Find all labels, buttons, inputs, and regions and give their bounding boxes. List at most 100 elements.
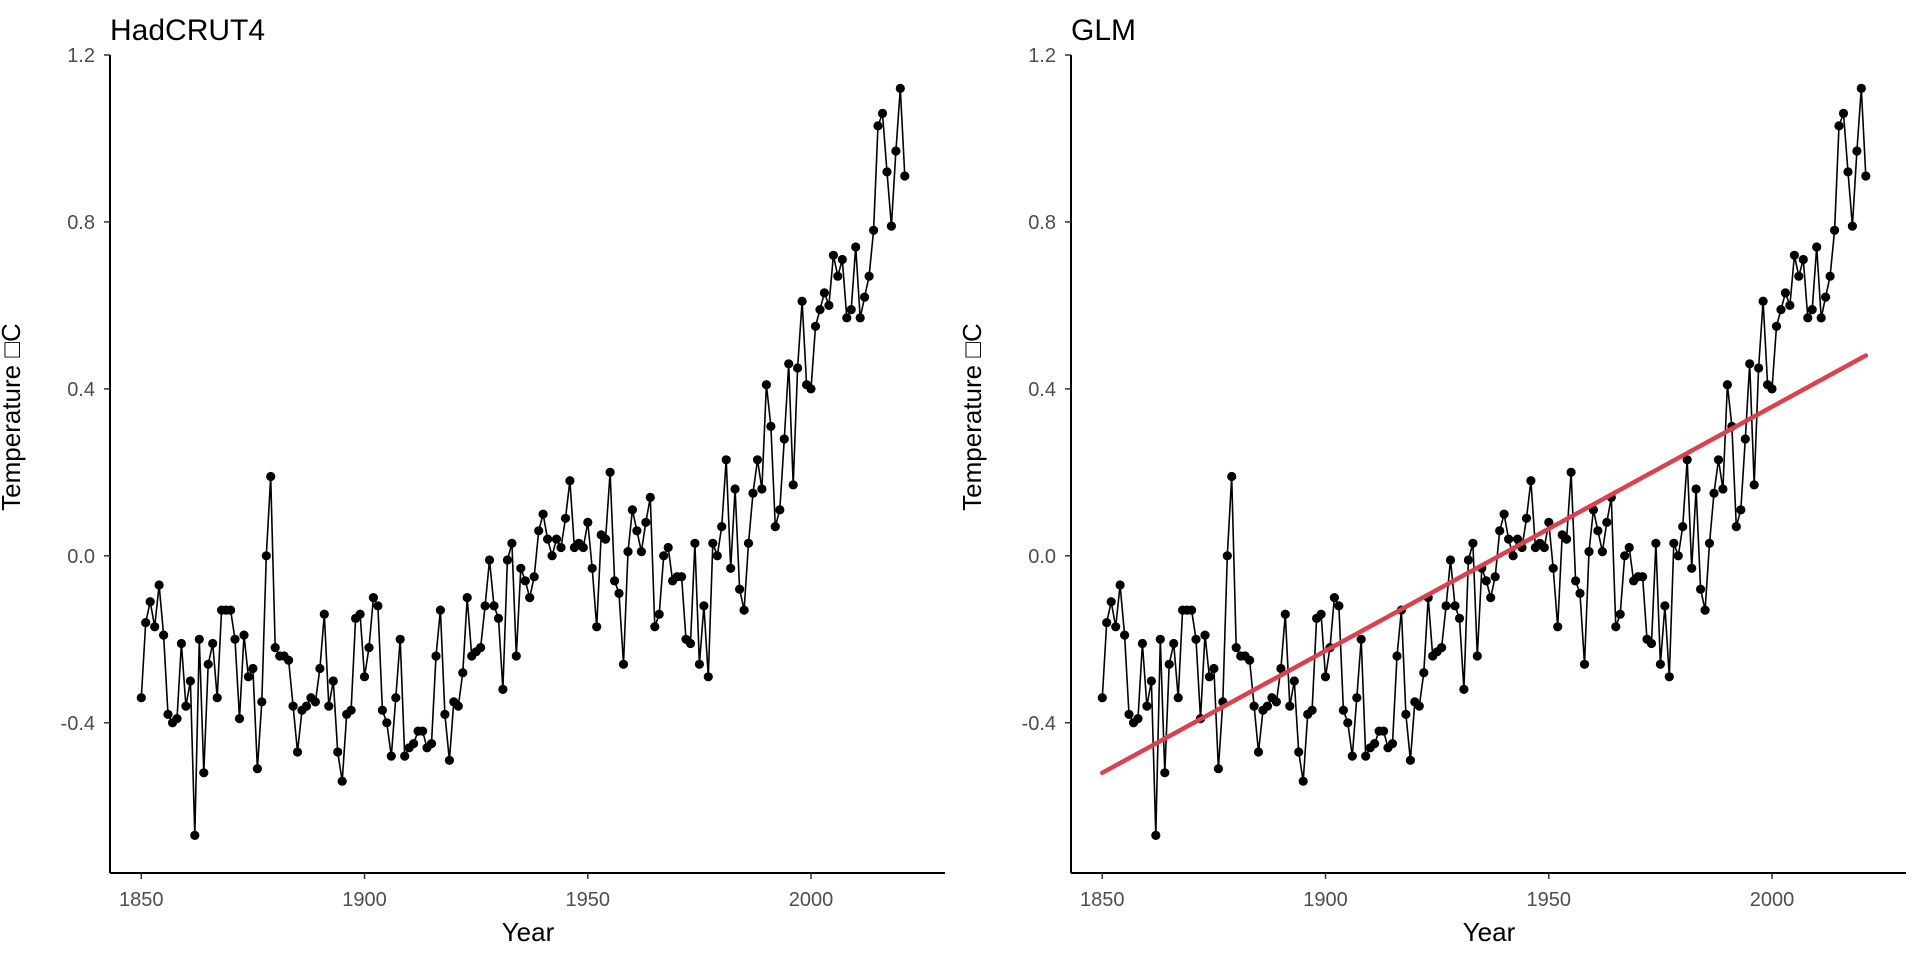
series-line: [1101, 88, 1867, 836]
data-point: [373, 601, 383, 611]
data-point: [1437, 643, 1447, 653]
data-point: [1106, 597, 1116, 607]
data-point: [1352, 693, 1362, 703]
data-point: [1276, 663, 1286, 674]
y-tick-label: 1.2: [1028, 45, 1056, 67]
data-point: [377, 705, 387, 715]
data-point: [1660, 601, 1670, 611]
data-point: [1222, 551, 1232, 561]
data-point: [1615, 609, 1625, 619]
data-point: [489, 601, 499, 611]
data-point: [1213, 764, 1223, 774]
data-point: [511, 651, 521, 661]
data-point: [1678, 522, 1688, 532]
data-point: [587, 563, 597, 573]
data-point: [1620, 551, 1630, 561]
plot-area: [104, 54, 945, 879]
data-point: [520, 576, 530, 586]
data-point: [1490, 572, 1500, 582]
data-point: [1646, 638, 1657, 649]
data-point: [1450, 601, 1460, 611]
data-point: [788, 480, 798, 490]
data-point: [819, 288, 830, 298]
x-tick-labels: 1850 1900 1950 2000: [1080, 889, 1794, 911]
y-tick-label: 0.4: [67, 379, 95, 401]
data-point: [163, 709, 173, 720]
data-point: [810, 321, 821, 331]
data-point: [1414, 701, 1424, 711]
data-point: [1316, 609, 1326, 619]
data-point: [525, 593, 535, 603]
data-point: [252, 764, 262, 774]
data-point: [1696, 584, 1706, 594]
data-point: [846, 305, 856, 315]
y-tick-label: 0.8: [67, 212, 95, 234]
data-point: [458, 668, 468, 678]
data-point: [426, 739, 437, 749]
data-point: [551, 534, 562, 544]
data-point: [315, 663, 325, 674]
y-axis-label: Temperature □C: [957, 323, 987, 511]
data-point: [1253, 747, 1264, 757]
data-point: [1508, 551, 1518, 561]
data-point: [203, 659, 213, 669]
data-point: [663, 542, 673, 553]
data-point: [440, 709, 450, 720]
data-point: [614, 588, 624, 599]
panel-hadcrut4: HadCRUT4 Temperature □C Year -0.4 0.0 0.…: [0, 14, 945, 947]
data-point: [444, 755, 454, 765]
data-point: [623, 547, 633, 557]
data-point: [632, 526, 642, 536]
data-point: [480, 601, 490, 611]
data-point: [627, 505, 638, 515]
data-point: [1285, 701, 1295, 711]
data-point: [1401, 709, 1411, 720]
data-point: [1758, 296, 1768, 306]
data-point: [199, 768, 209, 778]
x-tick-label: 1900: [342, 889, 387, 911]
data-point: [292, 747, 303, 757]
data-point: [1472, 651, 1482, 661]
data-point: [775, 505, 785, 515]
data-point: [1704, 538, 1715, 548]
data-point: [301, 701, 312, 711]
data-point: [208, 638, 218, 649]
data-point: [319, 609, 329, 619]
data-point: [900, 171, 910, 181]
data-point: [543, 534, 553, 544]
data-point: [1597, 547, 1607, 557]
data-point: [159, 630, 169, 640]
data-point: [1289, 676, 1299, 686]
y-tick-labels: -0.4 0.0 0.4 0.8 1.2: [61, 45, 95, 735]
data-point: [431, 651, 441, 661]
data-point: [1602, 517, 1612, 528]
data-point: [1441, 601, 1451, 611]
y-tick-label: 0.0: [67, 546, 95, 568]
data-point: [1651, 538, 1661, 548]
data-point: [869, 225, 879, 235]
data-point: [685, 638, 696, 649]
data-point: [784, 359, 794, 369]
data-point: [743, 538, 754, 548]
data-point: [824, 300, 834, 310]
data-point: [1798, 254, 1808, 265]
data-point: [453, 701, 463, 711]
data-point: [1713, 455, 1724, 465]
x-axis-label: Year: [1463, 917, 1516, 947]
data-point: [1575, 588, 1585, 599]
data-point: [895, 83, 905, 93]
data-point: [708, 538, 718, 548]
data-point: [234, 714, 245, 724]
data-point: [484, 555, 495, 565]
data-point: [1347, 751, 1357, 761]
data-point: [145, 597, 155, 607]
data-point: [877, 108, 888, 118]
data-point: [1794, 271, 1804, 281]
data-point: [1356, 634, 1366, 644]
data-point: [1682, 455, 1692, 465]
data-point: [806, 384, 816, 394]
data-point: [1249, 701, 1259, 711]
x-axis-label: Year: [502, 917, 555, 947]
data-point: [534, 526, 544, 536]
